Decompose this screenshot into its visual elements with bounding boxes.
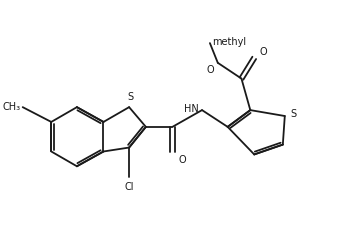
Text: O: O <box>206 65 214 75</box>
Text: S: S <box>127 92 133 102</box>
Text: Cl: Cl <box>124 182 134 192</box>
Text: O: O <box>259 47 267 57</box>
Text: S: S <box>291 109 297 119</box>
Text: CH₃: CH₃ <box>3 102 21 112</box>
Text: O: O <box>178 155 186 165</box>
Text: HN: HN <box>184 104 199 114</box>
Text: methyl: methyl <box>212 37 246 47</box>
